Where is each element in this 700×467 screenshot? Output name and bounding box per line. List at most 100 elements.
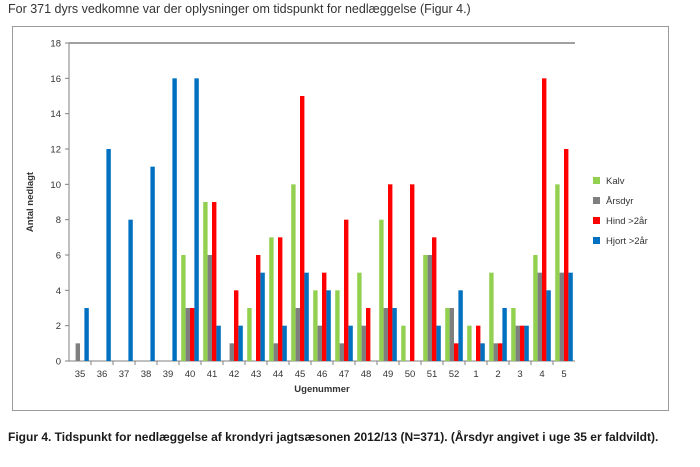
bar	[524, 325, 529, 361]
bar	[234, 290, 239, 361]
y-tick-label: 2	[56, 321, 61, 332]
bar	[449, 308, 454, 361]
bar	[427, 255, 432, 361]
bar	[489, 272, 494, 361]
bar	[238, 325, 243, 361]
y-tick-label: 14	[50, 109, 61, 120]
bar	[339, 343, 344, 361]
legend-swatch	[593, 197, 600, 204]
bar	[502, 308, 507, 361]
bar	[348, 325, 353, 361]
bar	[344, 219, 349, 361]
bar	[181, 255, 186, 361]
bar	[317, 325, 322, 361]
legend-label: Hjort >2år	[606, 236, 648, 247]
chart-legend: Kalv Årsdyr Hind >2år Hjort >2år	[593, 176, 648, 247]
bar	[295, 308, 300, 361]
bar	[537, 272, 542, 361]
bar	[410, 184, 415, 361]
x-tick-label: 44	[273, 369, 284, 380]
x-tick-label: 4	[539, 369, 544, 380]
y-tick-label: 16	[50, 74, 61, 85]
x-tick-label: 38	[141, 369, 152, 380]
x-tick-label: 45	[295, 369, 306, 380]
bar	[493, 343, 498, 361]
bar	[383, 308, 388, 361]
bar	[480, 343, 485, 361]
bar	[216, 325, 221, 361]
bar-chart: 35 36 37 38 39 40 41 42 43 44 45 46 47 48 49 50 51 52 1 2 3 4…	[25, 39, 648, 396]
bar	[559, 272, 564, 361]
x-tick-label: 3	[517, 369, 522, 380]
x-tick-label: 42	[229, 369, 240, 380]
bar	[498, 343, 503, 361]
bar	[515, 325, 520, 361]
legend-swatch	[593, 177, 600, 184]
bar	[542, 78, 547, 361]
x-tick-label: 49	[383, 369, 394, 380]
x-tick-label: 39	[163, 369, 174, 380]
bar	[256, 255, 261, 361]
bar	[401, 325, 406, 361]
y-tick-label: 18	[50, 39, 61, 50]
bar	[207, 255, 212, 361]
bar	[564, 149, 569, 361]
bar	[278, 237, 283, 361]
x-tick-label: 1	[473, 369, 478, 380]
bar	[388, 184, 393, 361]
y-tick-label: 8	[56, 215, 61, 226]
bar	[520, 325, 525, 361]
x-tick-label: 47	[339, 369, 350, 380]
x-tick-labels: 35 36 37 38 39 40 41 42 43 44 45 46 47 48 49 50 51 52 1 2 3 4…	[75, 369, 567, 380]
x-tick-label: 52	[449, 369, 460, 380]
bar	[273, 343, 278, 361]
bar	[533, 255, 538, 361]
bar	[379, 219, 384, 361]
bar	[511, 308, 516, 361]
y-tick-label: 6	[56, 251, 61, 262]
bar	[304, 272, 309, 361]
bar	[190, 308, 195, 361]
bar	[247, 308, 252, 361]
bar	[467, 325, 472, 361]
chart-bars	[75, 78, 573, 361]
intro-text: For 371 dyrs vedkomne var der oplysninge…	[8, 2, 471, 16]
bar	[229, 343, 234, 361]
bar	[203, 202, 208, 361]
legend-swatch	[593, 217, 600, 224]
x-tick-label: 37	[119, 369, 130, 380]
bar	[106, 149, 111, 361]
bar	[454, 343, 459, 361]
bar	[568, 272, 573, 361]
y-tick-label: 0	[56, 357, 61, 368]
x-tick-label: 43	[251, 369, 262, 380]
bar	[291, 184, 296, 361]
bar	[212, 202, 217, 361]
bar	[335, 290, 340, 361]
legend-label: Årsdyr	[606, 196, 633, 207]
bar	[432, 237, 437, 361]
bar	[423, 255, 428, 361]
x-tick-label: 48	[361, 369, 372, 380]
bar	[322, 272, 327, 361]
x-axis-title: Ugenummer	[294, 384, 350, 395]
y-axis-title: Antal nedlagt	[25, 171, 36, 232]
bar	[84, 308, 89, 361]
bar	[357, 272, 362, 361]
x-tick-label: 36	[97, 369, 108, 380]
bar	[185, 308, 190, 361]
bar	[260, 272, 265, 361]
bar	[282, 325, 287, 361]
legend-label: Hind >2år	[606, 216, 647, 227]
bar	[269, 237, 274, 361]
x-tick-label: 50	[405, 369, 416, 380]
bar	[194, 78, 199, 361]
x-tick-label: 35	[75, 369, 86, 380]
bar	[172, 78, 177, 361]
y-tick-labels: 0 2 4 6 8 10 12 14 16 18	[50, 39, 61, 368]
figure-caption: Figur 4. Tidspunkt for nedlæggelse af kr…	[8, 430, 659, 444]
bar	[150, 166, 155, 361]
bar	[361, 325, 366, 361]
bar	[546, 290, 551, 361]
bar	[128, 219, 133, 361]
